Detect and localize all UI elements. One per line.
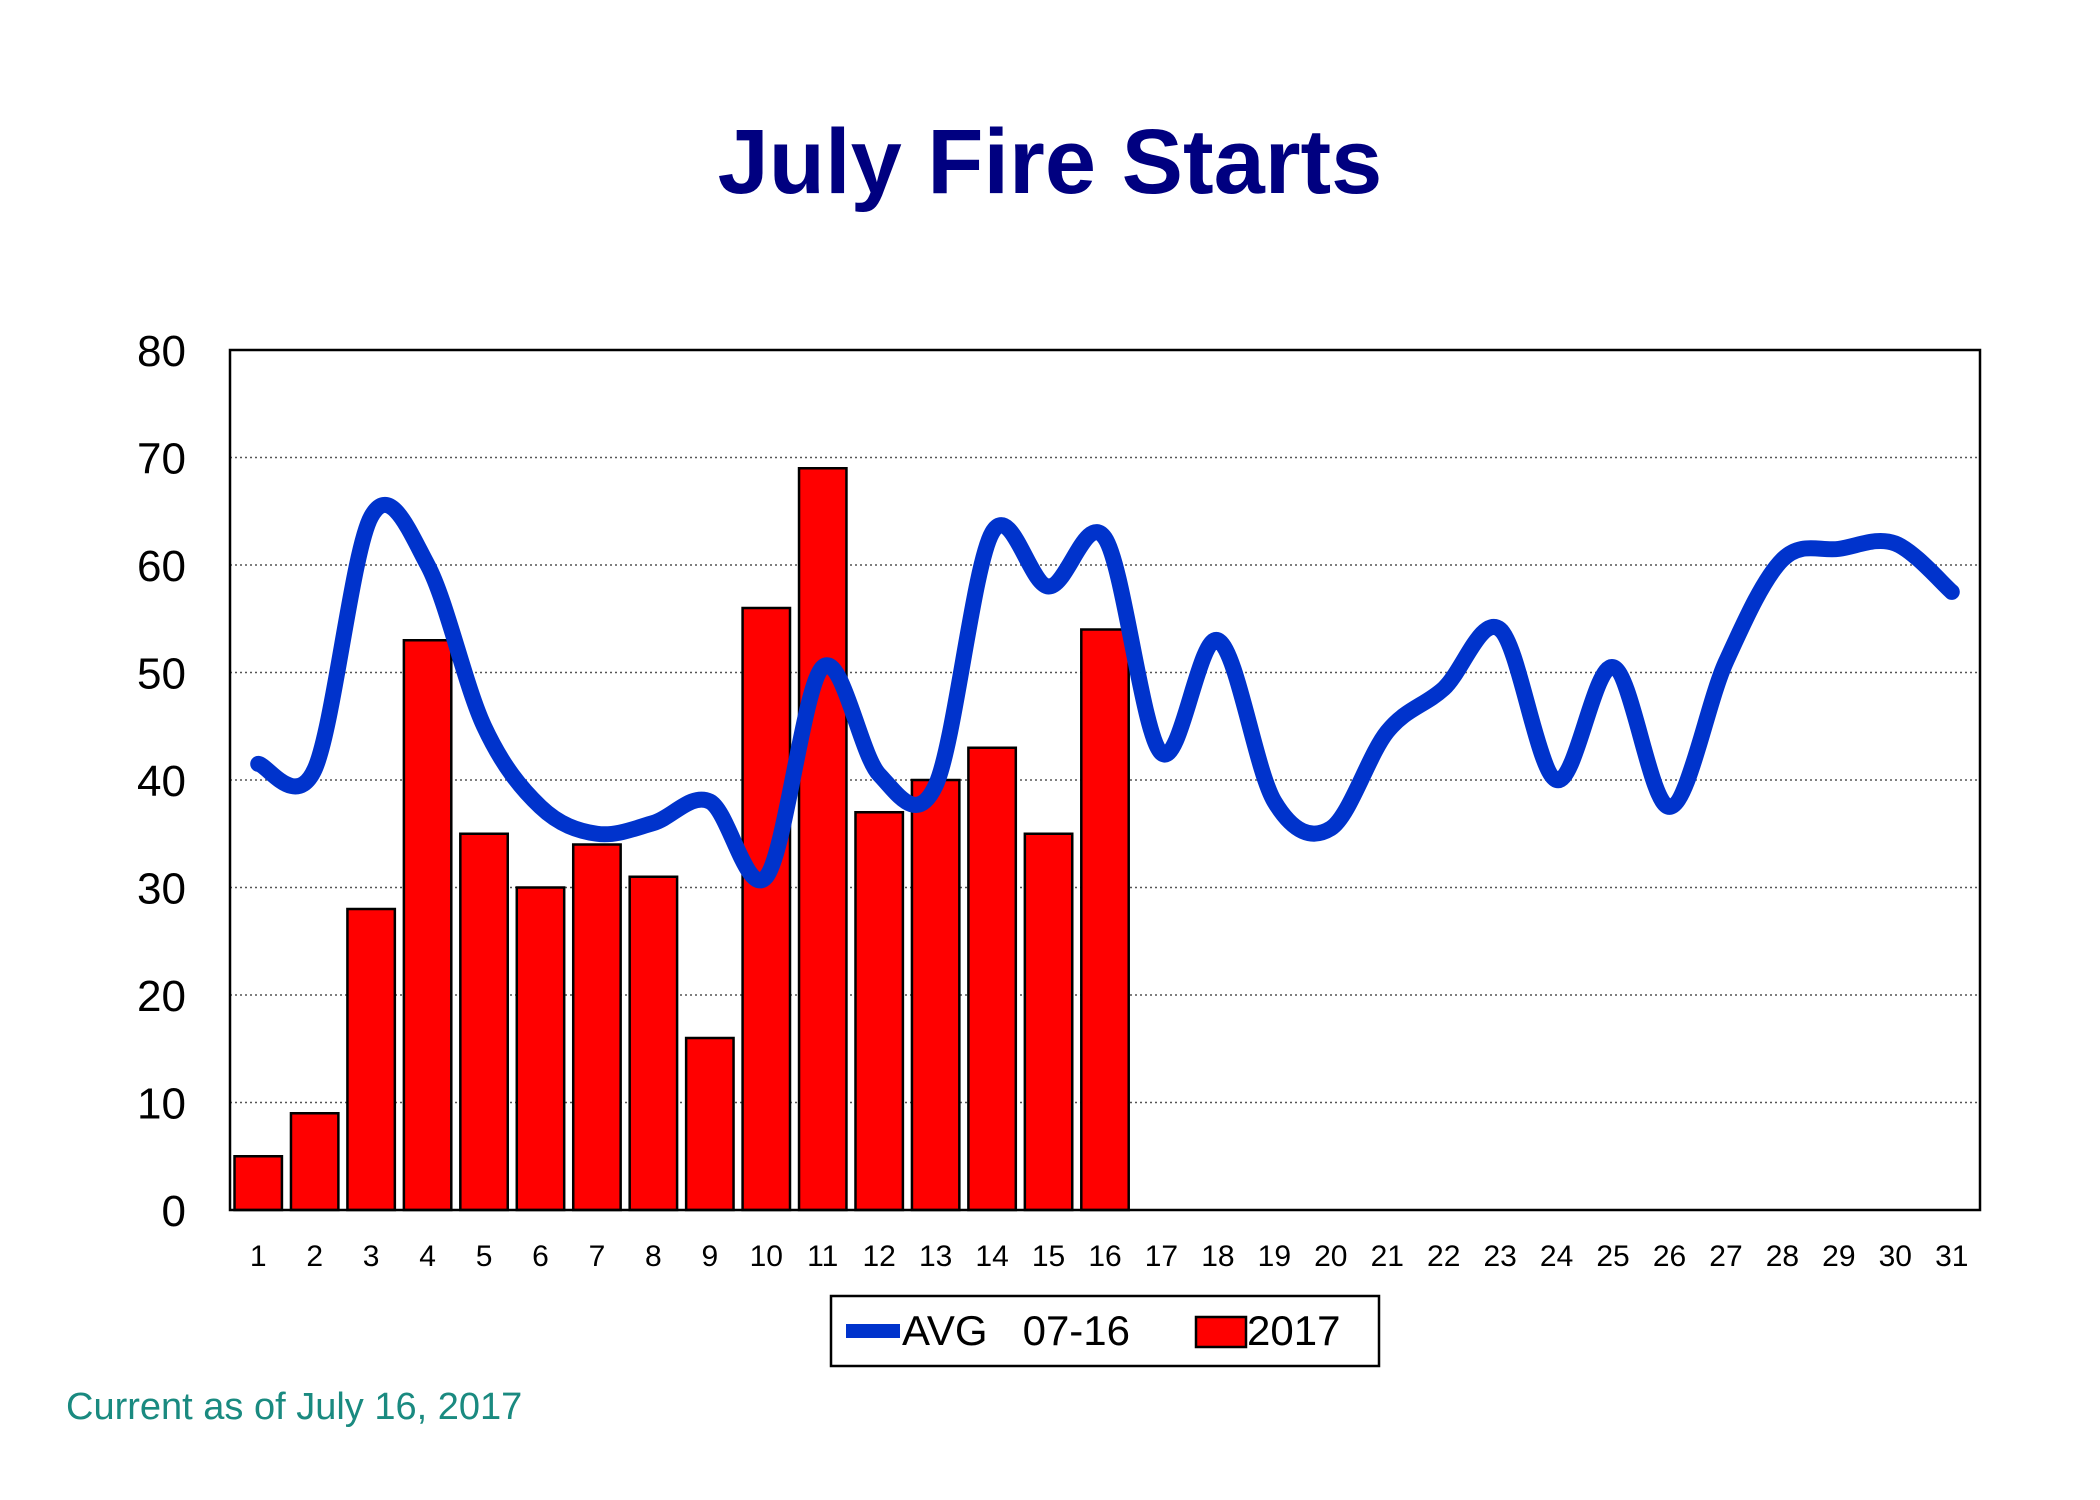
bar [402,639,453,1212]
legend: AVG 07-16 2017 [829,1294,1381,1368]
legend-label-2017: 2017 [1247,1307,1340,1354]
x-tick-label: 3 [363,1240,380,1273]
x-tick-label: 28 [1766,1240,1799,1273]
y-tick-label: 20 [137,972,186,1021]
footnote: Current as of July 16, 2017 [66,1386,523,1428]
bar [289,1112,340,1212]
x-tick-label: 7 [589,1240,606,1273]
x-tick-label: 14 [975,1240,1008,1273]
avg-line [250,497,1960,889]
x-axis-ticks: 1 2 3 4 5 6 7 8 9 10 11 12 13 14 15 16 17 18 19 20 21 22 23 24 2… [250,1240,1969,1273]
y-axis-ticks: 0 10 20 30 40 50 60 70 80 [137,327,186,1236]
y-tick-label: 70 [137,435,186,484]
x-tick-label: 5 [476,1240,493,1273]
legend-label-avg: AVG 07-16 [902,1307,1130,1354]
x-tick-label: 20 [1314,1240,1347,1273]
x-tick-label: 17 [1145,1240,1178,1273]
legend-box [829,1294,1381,1368]
x-tick-label: 30 [1879,1240,1912,1273]
bar [1023,832,1074,1212]
y-tick-label: 0 [162,1187,186,1236]
bar [854,811,905,1212]
x-tick-label: 25 [1596,1240,1629,1273]
bar [797,467,848,1212]
bar [459,832,509,1212]
x-tick-label: 1 [250,1240,267,1273]
x-tick-label: 2 [306,1240,323,1273]
x-tick-label: 16 [1088,1240,1121,1273]
y-tick-label: 60 [137,542,186,591]
bar [910,778,961,1212]
bar [233,1155,284,1212]
x-tick-label: 4 [419,1240,436,1273]
x-tick-label: 24 [1540,1240,1573,1273]
x-tick-label: 22 [1427,1240,1460,1273]
bar [628,875,679,1212]
x-tick-label: 12 [863,1240,896,1273]
y-tick-label: 30 [137,865,186,914]
x-tick-label: 18 [1201,1240,1234,1273]
x-tick-label: 21 [1371,1240,1404,1273]
x-tick-label: 8 [645,1240,662,1273]
legend-swatch-avg [846,1324,900,1338]
legend-swatch-2017 [1194,1315,1248,1349]
chart-title: July Fire Starts [717,111,1383,213]
bar [684,1036,735,1212]
bar [967,746,1018,1212]
bar [571,843,622,1212]
bar-series [233,467,1130,1212]
x-tick-label: 31 [1935,1240,1968,1273]
x-tick-label: 6 [532,1240,549,1273]
y-tick-label: 50 [137,650,186,699]
x-tick-label: 23 [1483,1240,1516,1273]
y-tick-label: 10 [137,1080,186,1129]
x-tick-label: 11 [807,1240,838,1273]
y-tick-label: 40 [137,757,186,806]
plot-area-border [228,348,1982,1212]
x-tick-label: 13 [919,1240,952,1273]
x-tick-label: 29 [1822,1240,1855,1273]
x-tick-label: 9 [701,1240,718,1273]
y-tick-label: 80 [137,327,186,376]
x-tick-label: 15 [1032,1240,1065,1273]
bar [741,606,792,1212]
bar [515,886,566,1212]
x-tick-label: 27 [1709,1240,1742,1273]
bar [346,907,397,1212]
bar [1080,628,1130,1212]
line-series [250,497,1960,889]
x-tick-label: 26 [1653,1240,1686,1273]
x-tick-label: 10 [750,1240,783,1273]
x-tick-label: 19 [1258,1240,1291,1273]
